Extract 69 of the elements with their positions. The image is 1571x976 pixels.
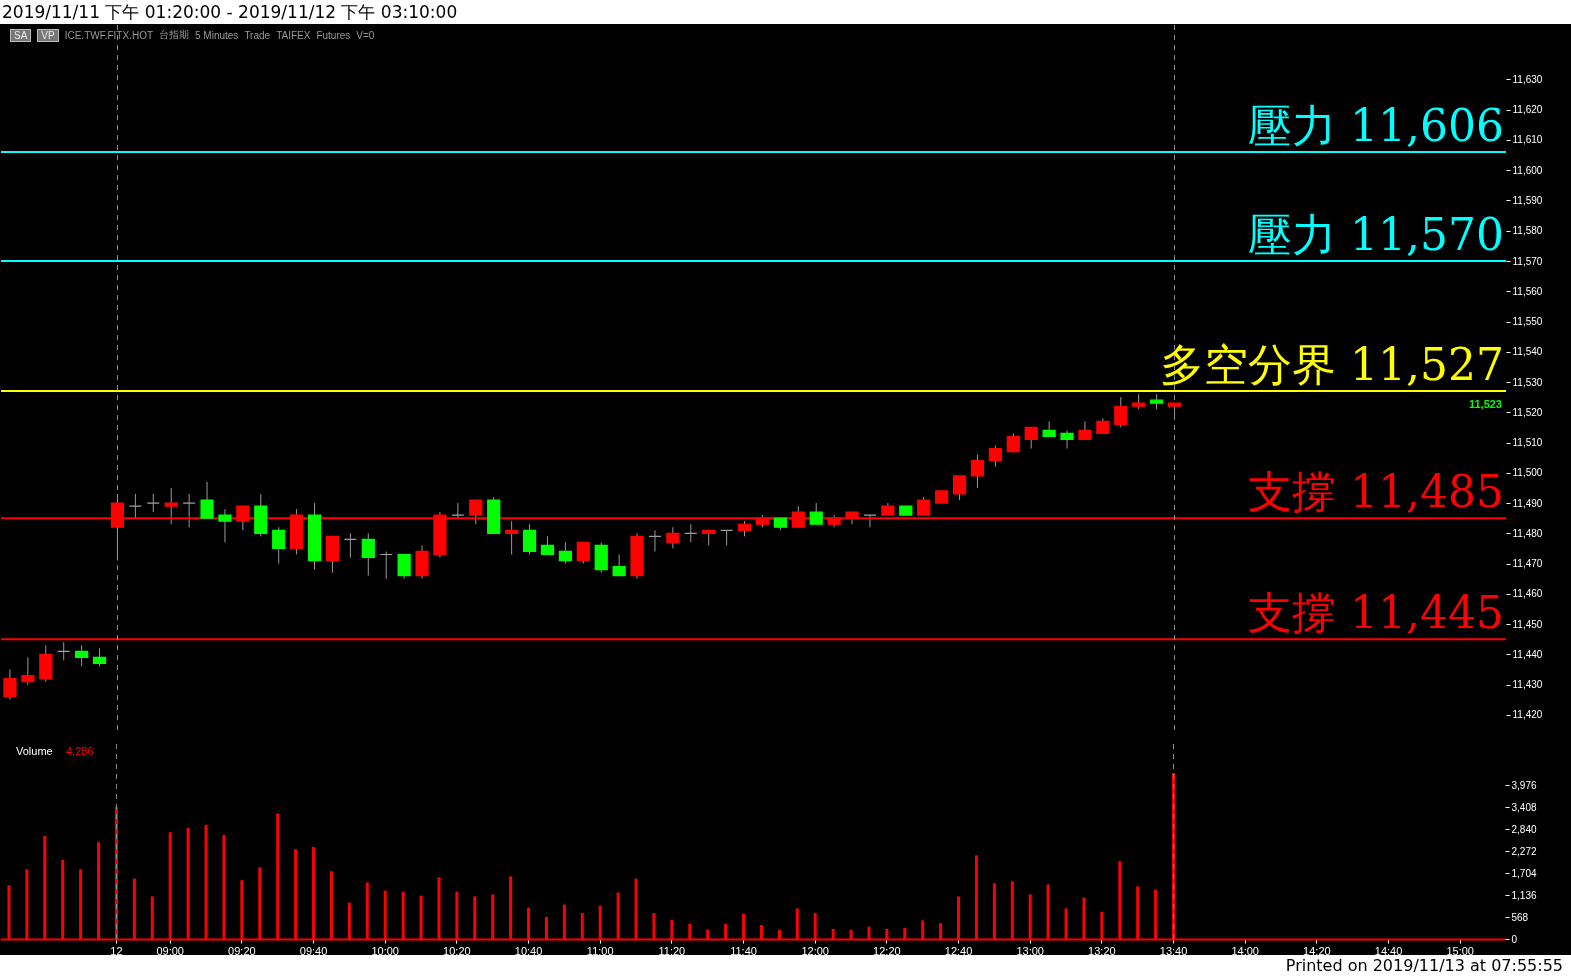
y-tick-label: 11,430	[1512, 679, 1543, 691]
ref-line-label: 壓力 11,606	[1248, 100, 1504, 152]
chart-title: 2019/11/11 下午 01:20:00 - 2019/11/12 下午 03:10:00	[0, 0, 1571, 24]
x-tick-label: 09:40	[299, 944, 328, 957]
x-tick-label: 09:20	[228, 944, 256, 957]
y-tick-label: 11,460	[1512, 588, 1543, 600]
y-tick-label: 11,450	[1512, 618, 1543, 630]
y-tick-label: 2,272	[1511, 845, 1537, 857]
x-tick-label: 10:40	[514, 944, 543, 957]
annotation: 4,286	[66, 745, 94, 757]
y-tick-label: 11,550	[1512, 316, 1543, 328]
annotation: 5 Minutes	[195, 29, 239, 41]
y-tick-label: 11,500	[1512, 467, 1543, 479]
annotation: TAIFEX	[276, 29, 311, 41]
y-tick-label: 11,530	[1512, 376, 1543, 388]
y-tick-label: 11,490	[1512, 497, 1543, 509]
y-tick-label: 1,704	[1511, 867, 1537, 879]
y-tick-label: 568	[1511, 911, 1529, 923]
annotation: ICE.TWF.FITX.HOT	[64, 29, 154, 41]
annotation: V=0	[356, 29, 375, 41]
y-tick-label: 0	[1511, 933, 1518, 945]
x-tick-label: 12	[110, 944, 123, 957]
y-tick-label: 11,610	[1512, 134, 1543, 146]
x-tick-label: 10:00	[371, 944, 399, 957]
annotation: 台指期	[159, 28, 190, 42]
ref-line-label: 多空分界 11,527	[1160, 339, 1504, 391]
ref-line-label: 支撐 11,445	[1248, 587, 1504, 639]
y-tick-label: 3,976	[1511, 779, 1537, 791]
x-tick-label: 12:00	[801, 944, 829, 957]
ref-line-label: 壓力 11,570	[1248, 209, 1504, 260]
y-tick-label: 11,560	[1512, 285, 1543, 297]
y-tick-label: 11,470	[1512, 558, 1543, 570]
x-tick-label: 12:40	[944, 944, 973, 957]
y-tick-label: 1,136	[1511, 889, 1537, 901]
x-tick-label: 14:40	[1374, 944, 1403, 957]
y-tick-label: 11,520	[1512, 406, 1543, 418]
ref-line-label: 支撐 11,485	[1248, 466, 1504, 518]
x-tick-label: 14:20	[1303, 944, 1331, 957]
x-tick-label: 09:00	[156, 944, 184, 957]
text: Printed on 2019/11/13 at 07:55:55	[0, 955, 1571, 976]
y-tick-label: 11,600	[1512, 164, 1543, 176]
x-tick-label: 13:40	[1159, 944, 1188, 957]
y-tick-label: 11,440	[1512, 648, 1543, 660]
y-tick-label: 11,510	[1512, 437, 1543, 449]
x-tick-label: 13:00	[1016, 944, 1044, 957]
annotation: Futures	[316, 29, 351, 41]
x-tick-label: 15:00	[1446, 944, 1474, 957]
y-tick-label: 3,408	[1511, 801, 1537, 813]
x-tick-label: 11:00	[586, 944, 614, 957]
y-tick-label: 2,840	[1511, 823, 1537, 835]
x-tick-label: 12:20	[873, 944, 901, 957]
x-tick-label: 13:20	[1088, 944, 1116, 957]
y-tick-label: 11,590	[1512, 194, 1543, 206]
annotation: VP	[37, 28, 59, 42]
y-tick-label: 11,630	[1512, 73, 1543, 85]
annotation: Volume	[16, 745, 53, 757]
x-tick-label: 10:20	[443, 944, 471, 957]
y-tick-label: 11,420	[1512, 709, 1543, 721]
y-tick-label: 11,540	[1512, 346, 1543, 358]
x-tick-label: 14:00	[1231, 944, 1259, 957]
x-tick-label: 11:20	[658, 944, 686, 957]
y-tick-label: 11,620	[1512, 104, 1543, 116]
y-tick-label: 11,480	[1512, 527, 1543, 539]
x-tick-label: 11:40	[730, 944, 757, 957]
y-tick-label: 11,580	[1512, 225, 1543, 237]
y-tick-label: 11,570	[1512, 255, 1543, 267]
annotation: SA	[10, 28, 32, 42]
annotation: Trade	[244, 29, 271, 41]
annotation: 11,523	[1468, 398, 1502, 410]
